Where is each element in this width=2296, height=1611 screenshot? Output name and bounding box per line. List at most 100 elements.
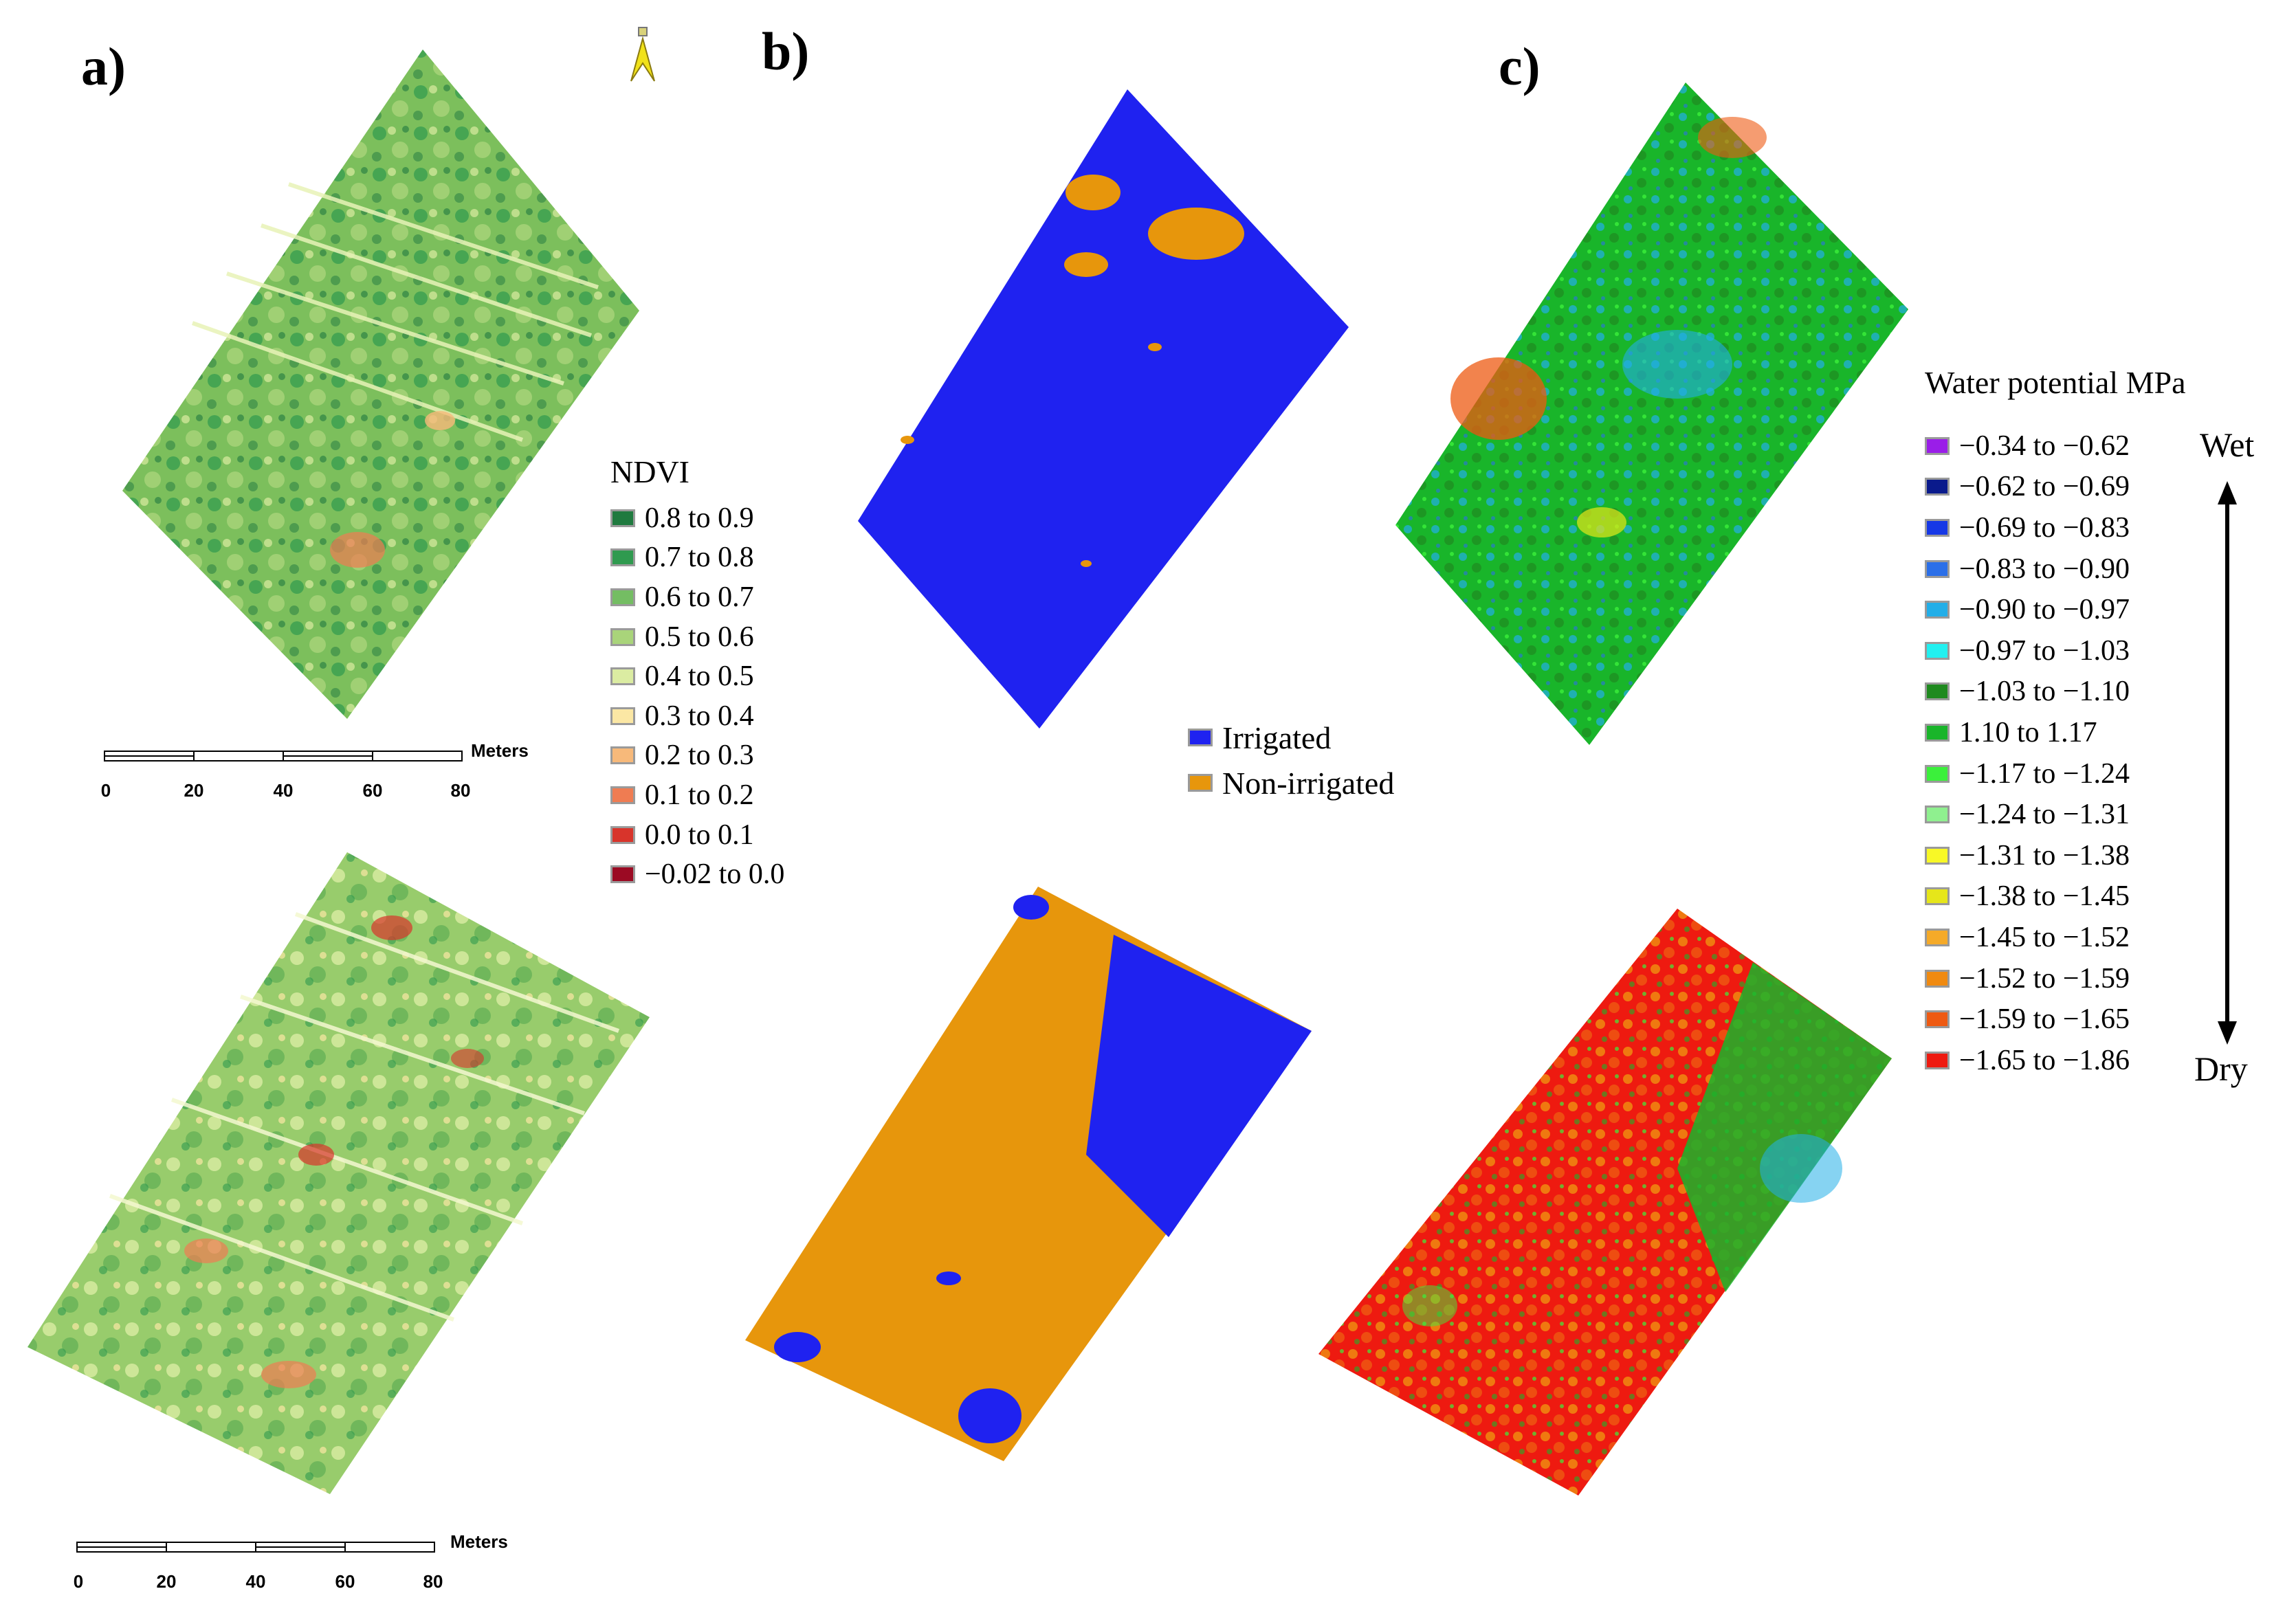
scale-tick: 0: [73, 1571, 84, 1592]
water-potential-legend-item: −0.62 to −0.69: [1925, 467, 2186, 508]
water-potential-legend-swatch: [1925, 764, 1950, 783]
water-potential-legend-label: −1.52 to −1.59: [1959, 962, 2130, 995]
ndvi-legend-item: 0.1 to 0.2: [610, 775, 784, 815]
wet-dry-arrow-icon: [2218, 481, 2237, 1045]
water-potential-legend-title: Water potential MPa: [1925, 365, 2186, 400]
water-potential-legend-label: −0.69 to −0.83: [1959, 511, 2130, 544]
water-potential-legend-label: −0.83 to −0.90: [1959, 553, 2130, 585]
ndvi-legend-label: 0.1 to 0.2: [645, 779, 754, 811]
wet-label: Wet: [2200, 425, 2255, 464]
water-potential-legend-item: −1.45 to −1.52: [1925, 917, 2186, 958]
ndvi-legend-label: 0.3 to 0.4: [645, 700, 754, 732]
ndvi-legend-item: 0.4 to 0.5: [610, 656, 784, 696]
irrigation-legend: Irrigated Non-irrigated: [1188, 715, 1394, 806]
ndvi-legend-swatch: [610, 746, 635, 765]
ndvi-map-bottom: [27, 852, 650, 1494]
water-potential-legend: Water potential MPa −0.34 to −0.62 −0.62 …: [1925, 364, 2186, 1081]
ndvi-legend-label: 0.2 to 0.3: [645, 740, 754, 772]
water-potential-legend-swatch: [1925, 969, 1950, 988]
water-potential-legend-swatch: [1925, 601, 1950, 619]
water-potential-legend-label: −1.03 to −1.10: [1959, 676, 2130, 708]
ndvi-legend-item: 0.3 to 0.4: [610, 696, 784, 736]
water-potential-legend-item: −1.52 to −1.59: [1925, 958, 2186, 999]
ndvi-legend-swatch: [610, 627, 635, 646]
irrigation-legend-item: Non-irrigated: [1188, 760, 1394, 806]
water-potential-legend-label: −0.34 to −0.62: [1959, 430, 2130, 462]
water-potential-legend-swatch: [1925, 682, 1950, 701]
north-arrow-icon: [630, 27, 655, 82]
ndvi-legend-item: −0.02 to 0.0: [610, 854, 784, 894]
water-potential-legend-item: −1.24 to −1.31: [1925, 794, 2186, 835]
water-potential-legend-item: −1.38 to −1.45: [1925, 876, 2186, 918]
panel-label-a: a): [81, 36, 126, 96]
water-potential-legend-swatch: [1925, 436, 1950, 455]
water-potential-legend-item: −0.90 to −0.97: [1925, 589, 2186, 630]
scale-unit-top: Meters: [471, 740, 529, 761]
ndvi-legend-item: 0.0 to 0.1: [610, 815, 784, 855]
scale-tick: 40: [273, 780, 294, 801]
panel-label-c: c): [1499, 36, 1541, 96]
scale-tick: 40: [245, 1571, 266, 1592]
ndvi-legend-title: NDVI: [610, 454, 689, 489]
water-potential-legend-item: −1.59 to −1.65: [1925, 999, 2186, 1040]
water-potential-legend-label: −1.38 to −1.45: [1959, 880, 2130, 913]
ndvi-legend-item: 0.2 to 0.3: [610, 736, 784, 776]
water-potential-legend-swatch: [1925, 559, 1950, 578]
water-potential-legend-item: −0.69 to −0.83: [1925, 507, 2186, 548]
irrigation-map-top: [858, 89, 1349, 729]
water-potential-legend-item: −0.97 to −1.03: [1925, 630, 2186, 671]
water-potential-legend-swatch: [1925, 806, 1950, 824]
ndvi-legend-swatch: [610, 707, 635, 725]
water-potential-legend-swatch: [1925, 1051, 1950, 1069]
water-potential-legend-item: −1.17 to −1.24: [1925, 753, 2186, 795]
ndvi-map-top: [122, 49, 639, 719]
ndvi-legend-label: 0.7 to 0.8: [645, 542, 754, 574]
ndvi-legend-item: 0.7 to 0.8: [610, 538, 784, 578]
irrigation-legend-swatch: [1188, 774, 1213, 792]
ndvi-legend-swatch: [610, 548, 635, 567]
scale-tick: 60: [335, 1571, 355, 1592]
water-potential-legend-item: 1.10 to 1.17: [1925, 712, 2186, 753]
water-potential-legend-label: −1.31 to −1.38: [1959, 839, 2130, 871]
scale-tick: 0: [100, 780, 111, 801]
water-potential-legend-swatch: [1925, 1010, 1950, 1029]
water-potential-legend-label: −1.45 to −1.52: [1959, 921, 2130, 953]
ndvi-legend: NDVI 0.8 to 0.9 0.7 to 0.8 0.6 to 0.7 0.5 t…: [610, 454, 784, 894]
water-potential-map-top: [1395, 82, 1908, 745]
ndvi-legend-label: 0.0 to 0.1: [645, 819, 754, 851]
scale-unit-bottom: Meters: [450, 1531, 508, 1552]
water-potential-legend-label: −1.24 to −1.31: [1959, 799, 2130, 831]
ndvi-legend-swatch: [610, 588, 635, 606]
scale-tick: 20: [184, 780, 204, 801]
ndvi-legend-item: 0.8 to 0.9: [610, 498, 784, 538]
dry-label: Dry: [2194, 1049, 2248, 1088]
water-potential-legend-label: −1.65 to −1.86: [1959, 1044, 2130, 1076]
ndvi-legend-swatch: [610, 509, 635, 527]
water-potential-legend-swatch: [1925, 887, 1950, 906]
water-potential-legend-item: −1.31 to −1.38: [1925, 835, 2186, 876]
ndvi-legend-swatch: [610, 667, 635, 686]
water-potential-legend-label: −0.90 to −0.97: [1959, 594, 2130, 626]
irrigation-map-bottom: [745, 887, 1312, 1461]
water-potential-legend-item: −1.65 to −1.86: [1925, 1040, 2186, 1081]
water-potential-legend-swatch: [1925, 641, 1950, 660]
water-potential-legend-label: 1.10 to 1.17: [1959, 716, 2097, 748]
ndvi-legend-label: 0.6 to 0.7: [645, 581, 754, 613]
water-potential-legend-label: −0.97 to −1.03: [1959, 634, 2130, 667]
ndvi-legend-label: −0.02 to 0.0: [645, 858, 785, 891]
water-potential-legend-swatch: [1925, 478, 1950, 496]
water-potential-legend-swatch: [1925, 846, 1950, 865]
water-potential-legend-label: −1.17 to −1.24: [1959, 757, 2130, 790]
scale-tick: 80: [423, 1571, 443, 1592]
water-potential-map-bottom: [1318, 909, 1892, 1496]
ndvi-legend-swatch: [610, 825, 635, 844]
water-potential-legend-item: −0.83 to −0.90: [1925, 548, 2186, 590]
scale-tick: 60: [362, 780, 383, 801]
water-potential-legend-label: −1.59 to −1.65: [1959, 1003, 2130, 1036]
scale-tick: 80: [450, 780, 471, 801]
ndvi-legend-label: 0.5 to 0.6: [645, 621, 754, 653]
ndvi-legend-swatch: [610, 865, 635, 884]
water-potential-legend-swatch: [1925, 518, 1950, 537]
panel-label-b: b): [762, 21, 810, 81]
